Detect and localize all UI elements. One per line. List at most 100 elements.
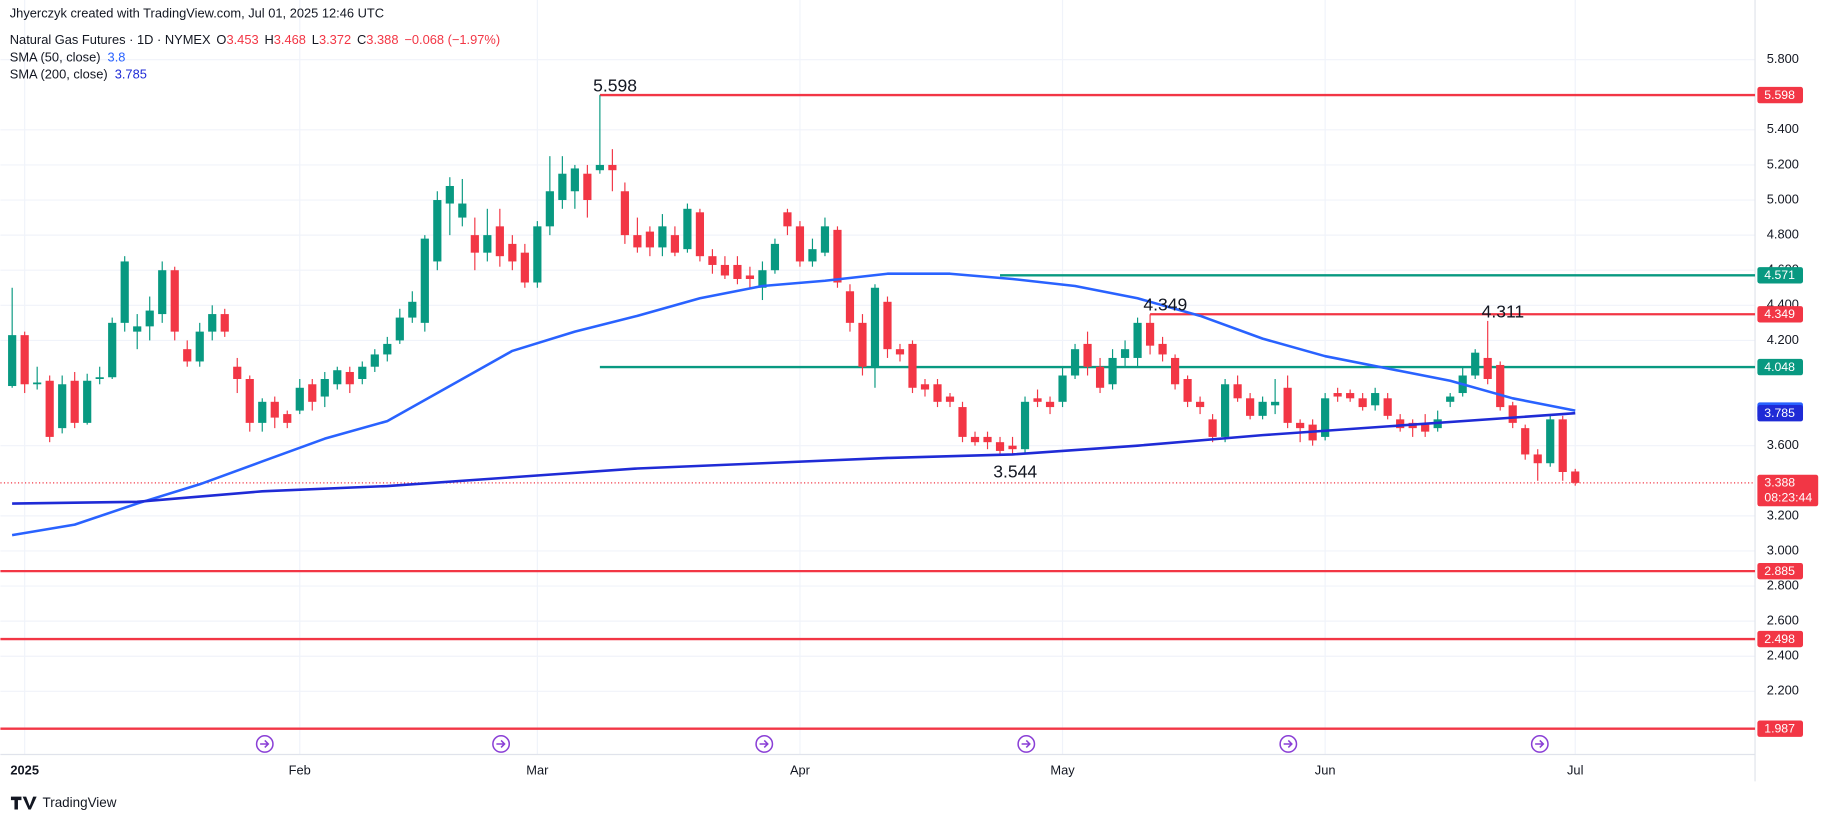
ohlc-key: O [216,32,226,47]
candle-body [270,401,279,418]
candle-body [808,249,817,262]
ohlc-value: 3.453 [226,32,258,47]
candle-body [1208,419,1217,437]
event-icon[interactable] [755,735,774,753]
candle-body [933,384,942,402]
candle-body [33,382,42,385]
sma-label: 3.785 [1764,406,1795,420]
candle-body [170,270,179,332]
candle-body [1045,401,1055,408]
candle-body [420,238,429,323]
candle-body [745,275,755,279]
candle-body [295,387,304,411]
level-label: 4.349 [1764,307,1795,321]
ohlc-value: 3.468 [274,32,306,47]
x-tick-label: Mar [526,762,549,777]
candle-body [258,401,267,423]
ohlc-key: C [357,32,366,47]
candle-body [1196,401,1205,408]
candle-body [1483,357,1492,380]
candle-body [1108,357,1117,385]
candle-body [195,331,204,362]
event-icon[interactable] [492,735,511,753]
candle-body [70,380,79,423]
candle-body [458,203,467,218]
candle-body [1033,398,1042,402]
candle-body [708,256,717,265]
event-icon[interactable] [1279,735,1298,753]
indicator-name: SMA (200, close) [10,67,108,82]
extreme-label: 4.349 [1143,295,1187,315]
candle-body [1170,357,1180,385]
y-tick-label: 3.000 [1767,542,1799,557]
candle-body [1346,393,1355,399]
event-icon[interactable] [255,735,274,753]
candle-body [1271,401,1280,406]
y-tick-label: 2.800 [1767,577,1799,592]
candle-body [20,335,29,385]
event-arrow [1535,739,1545,749]
event-arrow [1283,739,1293,749]
y-tick-label: 5.400 [1767,121,1799,136]
candle-body [870,287,880,367]
candle-body [95,377,104,380]
ohlc-value: 3.388 [366,32,398,47]
symbol-legend: Natural Gas Futures · 1D · NYMEX O3.453 H3… [10,32,500,47]
candle-body [658,226,667,248]
candle-body [1008,445,1017,450]
candle-body [883,301,892,350]
candle-body [1233,384,1242,399]
candle-body [58,384,67,429]
candle-body [470,235,479,253]
candle-body [958,407,967,437]
candle-body [1120,349,1130,358]
candle-body [820,226,830,253]
candle-body [1421,424,1430,432]
candle-body [320,379,329,397]
candle-body [570,168,579,192]
candle-body [158,270,167,315]
level-label-bg [1757,720,1804,737]
candle-body [1533,454,1542,464]
candle-body [1296,422,1305,429]
candle-body [1321,398,1330,437]
candle-body [1571,471,1580,483]
y-tick-label: 4.200 [1767,332,1799,347]
attribution: Jhyerczyk created with TradingView.com, … [10,5,384,20]
candle-body [145,310,154,327]
level-label-bg [1757,306,1804,323]
event-icon[interactable] [1530,735,1549,753]
candle-body [1383,398,1392,416]
sma-line [11,272,1576,537]
brand: TradingView [43,795,117,810]
y-tick-label: 4.800 [1767,227,1799,242]
y-tick-label: 5.800 [1767,51,1799,66]
candle-body [1558,419,1567,472]
event-arrow [759,739,769,749]
event-icon[interactable] [1017,735,1036,753]
candle-body [358,366,367,380]
candle-body [183,349,192,362]
level-label-bg [1757,358,1804,376]
sma-line [12,411,1576,505]
candle-body [1258,401,1267,416]
event-arrow [260,739,270,749]
y-tick-label: 2.200 [1767,683,1799,698]
candle-body [920,384,930,390]
y-tick-label: 2.600 [1767,613,1799,628]
candle-body [483,235,492,253]
candle-body [795,226,805,262]
countdown: 08:23:44 [1764,490,1812,504]
candle-body [858,322,867,367]
candle-body [1020,401,1030,450]
candle-body [1083,343,1092,367]
candle-body [770,243,780,271]
event-arrow [1021,739,1031,749]
candle-body [208,314,217,332]
candle-body [1095,366,1105,388]
y-tick-label: 3.200 [1767,507,1799,522]
candle-body [1133,322,1142,358]
symbol-title: Natural Gas Futures · 1D · NYMEX [10,32,211,47]
ohlc-value: 3.372 [319,32,351,47]
